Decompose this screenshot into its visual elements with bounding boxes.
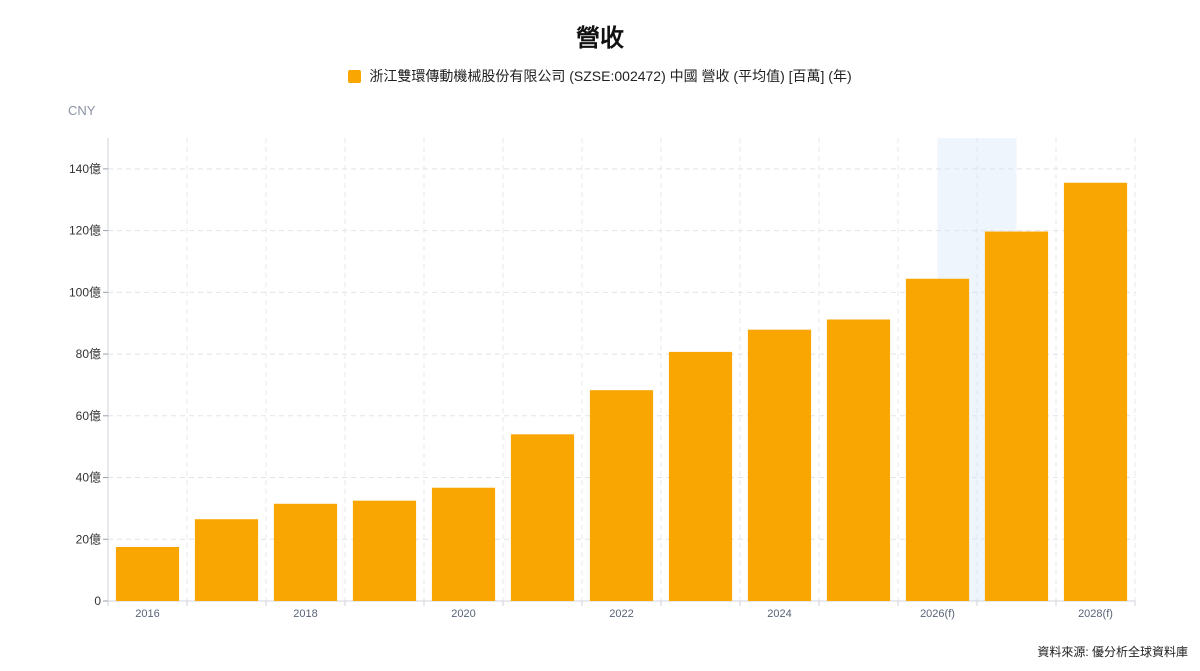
x-tick-label: 2028(f): [1078, 608, 1113, 620]
y-tick-label: 20億: [76, 532, 101, 546]
bar-2020: [431, 487, 496, 601]
bar-2019: [352, 500, 417, 601]
y-tick-label: 120億: [69, 224, 101, 238]
legend-swatch: [348, 69, 362, 83]
x-tick-label: 2020: [451, 608, 475, 620]
chart-legend[interactable]: 浙江雙環傳動機械股份有限公司 (SZSE:002472) 中國 營收 (平均值)…: [0, 66, 1200, 86]
y-tick-label: 40億: [76, 471, 101, 485]
x-tick-label: 2024: [767, 608, 791, 620]
bar-2025: [826, 319, 891, 601]
bar-2017: [194, 519, 259, 601]
x-tick-label: 2026(f): [920, 608, 955, 620]
y-tick-label: 80億: [76, 347, 101, 361]
bar-2024: [747, 329, 812, 601]
y-tick-label: 60億: [76, 409, 101, 423]
y-axis-unit: CNY: [68, 103, 96, 118]
x-tick-label: 2016: [135, 608, 159, 620]
y-tick-label: 100億: [69, 285, 101, 299]
bar-2018: [273, 503, 338, 601]
chart-title: 營收: [576, 25, 624, 52]
y-tick-label: 0: [94, 594, 101, 608]
bar-2027(f): [984, 231, 1049, 601]
bar-2016: [115, 546, 180, 601]
bar-2022: [589, 390, 654, 601]
y-tick-label: 140億: [69, 162, 101, 176]
bar-2023: [668, 351, 733, 601]
bar-2028(f): [1063, 182, 1128, 602]
x-tick-label: 2022: [609, 608, 633, 620]
legend-label: 浙江雙環傳動機械股份有限公司 (SZSE:002472) 中國 營收 (平均值)…: [369, 68, 852, 84]
x-tick-label: 2018: [293, 608, 317, 620]
bar-2021: [510, 434, 575, 601]
source-note: 資料來源: 優分析全球資料庫: [1037, 645, 1188, 659]
bar-2026(f): [905, 278, 970, 601]
